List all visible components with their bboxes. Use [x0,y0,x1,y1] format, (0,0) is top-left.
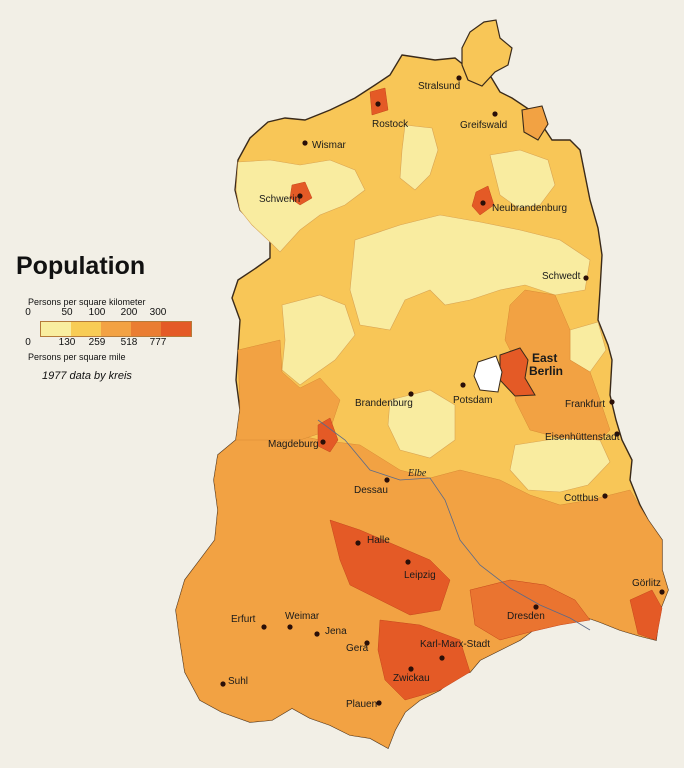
city-label-cottbus: Cottbus [564,493,598,504]
city-dot-jena [314,631,320,637]
city-dot-dresden [533,604,539,610]
city-dot-weimar [287,624,293,630]
city-label-dessau: Dessau [354,485,388,496]
legend-mi-tick: 518 [120,337,138,348]
island-usedom [521,105,549,141]
city-label-berlin: Berlin [529,364,563,378]
legend-mi-tick: 259 [88,337,106,348]
city-label-schwerin: Schwerin [259,194,300,205]
region-rostock-dense [369,87,389,116]
map-legend: Population Persons per square kilometer … [12,252,202,382]
city-dot-potsdam [460,382,466,388]
river-label-elbe: Elbe [407,468,427,479]
region-north-central [399,124,439,191]
city-label-jena: Jena [325,626,347,637]
city-dot-frankfurt [609,399,615,405]
legend-km-tick: 200 [120,307,138,318]
city-label-magdeburg: Magdeburg [268,439,319,450]
legend-km-tick: 100 [88,307,106,318]
city-dot-goerlitz [659,589,665,595]
legend-swatch [161,322,191,336]
city-dot-halle [355,540,361,546]
region-east-orange [504,289,611,441]
region-schwerin-dense [289,181,313,206]
legend-km-tick: 300 [149,307,167,318]
city-label-wismar: Wismar [312,140,347,151]
city-label-plauen: Plauen [346,699,377,710]
city-dot-karl-marx-stadt [439,655,445,661]
city-label-schwedt: Schwedt [542,271,581,282]
legend-mi-tick: 0 [25,337,31,348]
city-label-stralsund: Stralsund [418,81,460,92]
city-label-east: East [532,351,557,365]
region-goerlitz-dense [629,589,663,641]
legend-note: 1977 data by kreis [42,370,132,382]
city-label-weimar: Weimar [285,611,320,622]
region-berlin-west-enclave [473,355,503,393]
legend-mi-tick: 130 [58,337,76,348]
island-ruegen [461,19,513,87]
city-dot-plauen [376,700,382,706]
city-label-erfurt: Erfurt [231,614,256,625]
legend-km-tick: 0 [25,307,31,318]
city-dot-zwickau [408,666,414,672]
legend-km-scale: 0 50 100 200 300 [25,307,196,321]
city-label-leipzig: Leipzig [404,570,436,581]
river-elbe [317,419,591,631]
region-east-berlin [499,347,536,397]
city-label-frankfurt: Frankfurt [565,399,605,410]
region-karl-marx-stadt-dense [377,619,471,701]
city-label-potsdam: Potsdam [453,395,492,406]
region-dresden-dense [469,579,591,641]
city-dot-dessau [384,477,390,483]
city-dot-erfurt [261,624,267,630]
city-label-gera: Gera [346,643,369,654]
region-mecklenburg-west [235,159,366,253]
legend-swatch [131,322,161,336]
city-dot-brandenburg [408,391,414,397]
legend-km-tick: 50 [61,307,73,318]
legend-swatch [101,322,131,336]
city-label-brandenburg: Brandenburg [355,398,413,409]
city-markers [220,75,665,706]
city-label-eisenhuettenstadt: Eisenhüttenstadt [545,432,620,443]
region-west-orange [235,339,341,441]
city-dot-rostock [375,101,381,107]
city-dot-wismar [302,140,308,146]
legend-color-bar [40,321,192,337]
region-central-north-light [349,214,591,331]
city-dot-leipzig [405,559,411,565]
city-label-dresden: Dresden [507,611,545,622]
city-dot-schwedt [583,275,589,281]
city-label-karl-marx-stadt: Karl-Marx-Stadt [420,639,490,650]
city-dot-magdeburg [320,439,326,445]
city-label-halle: Halle [367,535,390,546]
city-label-goerlitz: Görlitz [632,578,661,589]
city-label-rostock: Rostock [372,119,409,130]
city-dot-stralsund [456,75,462,81]
city-dot-eisenhuettenstadt [614,431,620,437]
city-label-suhl: Suhl [228,676,248,687]
city-dot-neubrandenburg [480,200,486,206]
city-label-neubrandenburg: Neubrandenburg [492,203,567,214]
legend-km-label: Persons per square kilometer [28,297,146,307]
legend-title: Population [16,252,146,280]
city-label-zwickau: Zwickau [393,673,430,684]
city-dot-schwerin [297,193,303,199]
region-brandenburg-light [387,389,456,459]
legend-mi-scale: 0 130 259 518 777 [25,337,196,351]
legend-swatch [71,322,101,336]
legend-mi-label: Persons per square mile [28,352,126,362]
city-dot-greifswald [492,111,498,117]
city-dot-cottbus [602,493,608,499]
region-north-east [489,149,556,209]
city-dot-suhl [220,681,226,687]
city-dot-gera [364,640,370,646]
city-label-greifswald: Greifswald [460,120,507,131]
legend-mi-tick: 777 [149,337,167,348]
region-west-light [281,294,356,386]
legend-swatch [41,322,71,336]
